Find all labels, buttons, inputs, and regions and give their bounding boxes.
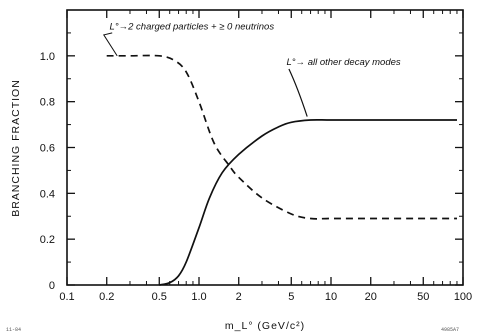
y-tick-label: 0.2 bbox=[40, 234, 55, 246]
annotation-solid-leader bbox=[288, 68, 308, 117]
x-tick-label: 2 bbox=[236, 291, 242, 303]
annotation-dashed-leader bbox=[102, 32, 118, 57]
x-tick-label: 20 bbox=[365, 291, 377, 303]
axis-ticks bbox=[66, 10, 464, 286]
plot-frame bbox=[66, 9, 464, 286]
x-tick-label: 0.1 bbox=[59, 291, 74, 303]
x-tick-label: 50 bbox=[417, 291, 429, 303]
annotation-dashed: L°→2 charged particles + ≥ 0 neutrinos bbox=[110, 21, 275, 32]
annotations-layer: L°→2 charged particles + ≥ 0 neutrinos L°… bbox=[102, 21, 401, 117]
x-tick-label: 100 bbox=[454, 291, 472, 303]
x-axis-label: m_L° (GeV/c²) bbox=[225, 320, 305, 332]
corner-mark-right: 4985A7 bbox=[441, 327, 459, 333]
y-tick-label: 0.6 bbox=[40, 143, 55, 155]
x-tick-label: 10 bbox=[325, 291, 337, 303]
x-tick-labels: 0.1 0.2 0.5 1.0 2 5 10 20 50 100 bbox=[59, 291, 472, 303]
y-tick-label: 0.4 bbox=[40, 188, 55, 200]
solid-series-line bbox=[159, 118, 457, 286]
corner-mark-left: 11-84 bbox=[6, 327, 21, 333]
y-tick-label: 0.8 bbox=[40, 97, 55, 109]
dashed-series-line bbox=[106, 54, 457, 220]
y-tick-label: 0 bbox=[49, 280, 55, 292]
series-layer bbox=[106, 54, 457, 286]
x-tick-label: 5 bbox=[288, 291, 294, 303]
x-tick-label: 1.0 bbox=[191, 291, 206, 303]
x-tick-label: 0.5 bbox=[152, 291, 167, 303]
annotation-solid: L°→ all other decay modes bbox=[286, 57, 400, 68]
y-axis-label: BRANCHING FRACTION bbox=[10, 79, 22, 217]
y-tick-labels: 0 0.2 0.4 0.6 0.8 1.0 bbox=[40, 51, 55, 292]
x-tick-label: 0.2 bbox=[99, 291, 114, 303]
y-tick-label: 1.0 bbox=[40, 51, 55, 63]
